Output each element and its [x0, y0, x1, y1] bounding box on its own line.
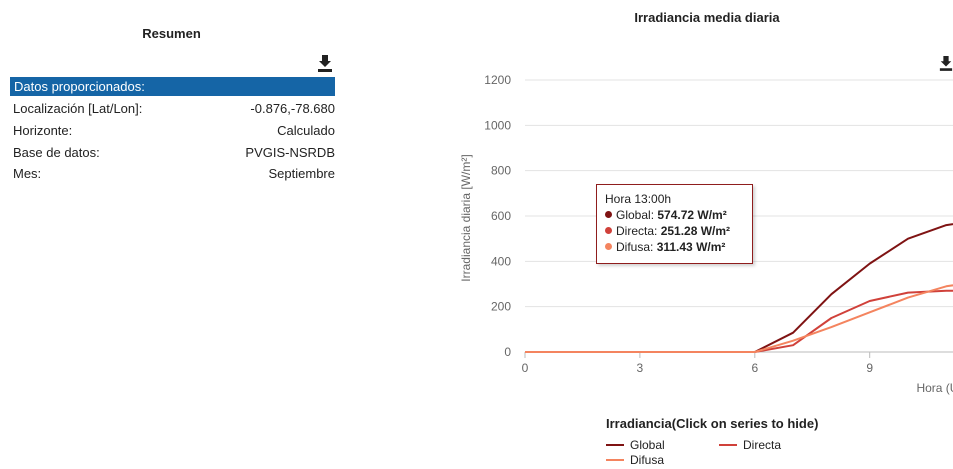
row-label: Horizonte:: [13, 123, 73, 138]
y-tick-label: 400: [491, 254, 511, 268]
legend-item-directa[interactable]: Directa: [719, 438, 781, 452]
tooltip-series-name: Global: [616, 208, 651, 222]
download-icon[interactable]: [317, 54, 333, 77]
x-tick-label: 9: [866, 361, 873, 375]
series-line-directa: [525, 289, 953, 353]
tooltip-line-global: Global: 574.72 W/m²: [605, 207, 744, 223]
tooltip-line-directa: Directa: 251.28 W/m²: [605, 223, 744, 239]
y-tick-label: 0: [504, 345, 511, 359]
summary-row-database: Base de datos: PVGIS-NSRDB: [13, 145, 335, 160]
tooltip-series-name: Difusa: [616, 240, 651, 254]
row-value: Calculado: [277, 123, 335, 138]
y-tick-label: 1200: [484, 73, 511, 87]
legend-swatch: [606, 444, 624, 446]
tooltip-header: Hora 13:00h: [605, 192, 672, 206]
x-tick-label: 6: [751, 361, 758, 375]
legend-swatch: [719, 444, 737, 446]
summary-title: Resumen: [142, 26, 201, 41]
tooltip-series-value: 311.43 W/m²: [656, 240, 726, 254]
summary-row-horizon: Horizonte: Calculado: [13, 123, 335, 138]
tooltip-series-value: 251.28 W/m²: [660, 224, 731, 238]
tooltip-line-difusa: Difusa: 311.43 W/m²: [605, 239, 744, 255]
row-value: Septiembre: [268, 166, 335, 181]
y-tick-label: 800: [491, 164, 511, 178]
legend-item-difusa[interactable]: Difusa: [606, 453, 664, 467]
legend-label: Directa: [743, 438, 782, 452]
chart-download-icon[interactable]: [939, 54, 953, 77]
legend-item-global[interactable]: Global: [606, 438, 665, 452]
series-line-difusa: [525, 284, 953, 353]
row-label: Mes:: [13, 166, 42, 181]
series-dot-icon: [605, 227, 612, 234]
x-tick-label: 3: [637, 361, 644, 375]
row-value: -0.876,-78.680: [250, 101, 335, 116]
row-label: Localización [Lat/Lon]:: [13, 101, 143, 116]
chart-tooltip: Hora 13:00h Global: 574.72 W/m² Directa:…: [596, 184, 753, 264]
legend-title: Irradiancia(Click on series to hide): [606, 416, 819, 431]
tooltip-series-value: 574.72 W/m²: [657, 208, 727, 222]
legend-label: Difusa: [630, 453, 665, 467]
y-tick-label: 200: [491, 300, 511, 314]
x-tick-label: 0: [522, 361, 529, 375]
legend-swatch: [606, 459, 624, 461]
series-lines: [525, 223, 953, 353]
y-axis-label: Irradiancia diaria [W/m²]: [459, 154, 473, 281]
summary-row-month: Mes: Septiembre: [13, 166, 335, 181]
y-tick-label: 1000: [484, 118, 511, 132]
series-dot-icon: [605, 211, 612, 218]
legend-label: Global: [630, 438, 665, 452]
y-tick-label: 600: [491, 209, 511, 223]
tooltip-series-name: Directa: [616, 224, 655, 238]
row-label: Base de datos:: [13, 145, 100, 160]
summary-row-location: Localización [Lat/Lon]: -0.876,-78.680: [13, 101, 335, 116]
series-dot-icon: [605, 243, 612, 250]
provided-data-header: Datos proporcionados:: [10, 77, 335, 96]
chart-title: Irradiancia media diaria: [634, 10, 780, 25]
x-axis-label: Hora (UTC-5.0): [916, 381, 953, 395]
row-value: PVGIS-NSRDB: [245, 145, 335, 160]
